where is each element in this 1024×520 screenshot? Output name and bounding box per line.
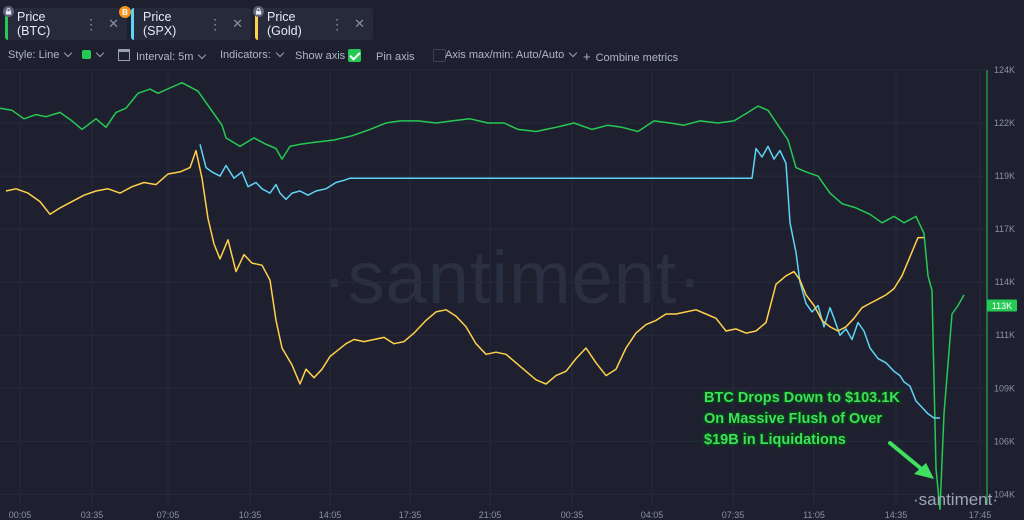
y-tick-label: 111K xyxy=(995,330,1015,340)
annotation-arrow xyxy=(888,441,926,473)
metric-tabs: Price (BTC) ⋮ ✕ B Price (SPX) ⋮ ✕ Price … xyxy=(0,0,1024,42)
more-options-icon[interactable]: ⋮ xyxy=(330,15,345,32)
annotation-text: On Massive Flush of Over xyxy=(704,411,882,427)
style-label: Style: Line xyxy=(8,49,60,61)
x-tick-label: 03:35 xyxy=(81,510,104,520)
annotation-arrowhead xyxy=(914,463,934,479)
tab-color-bar xyxy=(131,8,134,40)
annotation-text-glow: BTC Drops Down to $103.1K xyxy=(704,390,900,406)
series-line-price-spx xyxy=(199,144,940,419)
pin-axis-toggle[interactable]: Pin axis xyxy=(376,49,446,63)
y-tick-label: 117K xyxy=(995,224,1015,234)
current-value-label: 113K xyxy=(992,301,1012,311)
combine-label: Combine metrics xyxy=(595,52,679,64)
axis-maxmin-dropdown[interactable]: Axis max/min: Auto/Auto xyxy=(445,48,578,61)
annotation-text-glow: On Massive Flush of Over xyxy=(704,411,882,427)
show-axis-toggle[interactable]: Show axis xyxy=(295,49,362,62)
y-tick-label: 119K xyxy=(995,171,1015,181)
chart-toolbar: Style: Line Interval: 5m Indicators: Sho… xyxy=(0,46,1024,66)
interval-dropdown[interactable]: Interval: 5m xyxy=(118,49,207,63)
x-tick-label: 11:05 xyxy=(803,510,825,520)
color-picker[interactable] xyxy=(82,48,105,61)
pin-axis-label: Pin axis xyxy=(376,51,415,63)
x-tick-label: 14:35 xyxy=(885,510,908,520)
tab-price-btc[interactable]: Price (BTC) ⋮ ✕ B xyxy=(3,6,131,40)
tab-color-bar xyxy=(255,8,258,40)
santiment-watermark: ·santiment· xyxy=(322,236,703,319)
x-tick-label: 17:35 xyxy=(399,510,422,520)
bitcoin-icon: B xyxy=(119,6,131,18)
annotation-text: BTC Drops Down to $103.1K xyxy=(704,390,900,406)
annotation-text: $19B in Liquidations xyxy=(704,432,846,448)
tab-label: Price (BTC) xyxy=(17,10,51,38)
current-value-badge xyxy=(987,299,1017,312)
more-options-icon[interactable]: ⋮ xyxy=(84,15,99,32)
indicators-label: Indicators: xyxy=(220,49,271,61)
axis-maxmin-label: Axis max/min: Auto/Auto xyxy=(445,49,565,61)
tab-color-bar xyxy=(5,8,8,40)
lock-icon xyxy=(3,6,14,17)
combine-metrics-button[interactable]: + Combine metrics xyxy=(583,49,678,64)
x-tick-label: 14:05 xyxy=(319,510,342,520)
series-line-price-btc xyxy=(0,81,965,510)
style-dropdown[interactable]: Style: Line xyxy=(8,48,73,61)
close-icon[interactable]: ✕ xyxy=(108,16,119,31)
plus-icon: + xyxy=(583,49,591,64)
close-icon[interactable]: ✕ xyxy=(232,16,243,31)
series-line-price-gold xyxy=(5,149,924,385)
close-icon[interactable]: ✕ xyxy=(354,16,365,31)
x-tick-label: 17:45 xyxy=(969,510,992,520)
x-tick-label: 21:05 xyxy=(479,510,502,520)
x-tick-label: 10:35 xyxy=(239,510,262,520)
x-tick-label: 00:05 xyxy=(9,510,32,520)
lock-icon xyxy=(253,6,264,17)
y-tick-label: 109K xyxy=(994,383,1015,393)
x-tick-label: 04:05 xyxy=(641,510,664,520)
more-options-icon[interactable]: ⋮ xyxy=(208,15,223,32)
checkbox-unchecked-icon[interactable] xyxy=(432,49,446,62)
y-tick-label: 122K xyxy=(994,118,1015,128)
y-tick-label: 104K xyxy=(994,489,1015,499)
santiment-watermark-small: ·santiment· xyxy=(913,490,998,509)
tab-label: Price (SPX) xyxy=(143,10,177,38)
y-tick-label: 114K xyxy=(995,277,1015,287)
interval-icon xyxy=(118,49,130,61)
x-tick-label: 07:35 xyxy=(722,510,745,520)
x-tick-label: 00:35 xyxy=(561,510,584,520)
tab-label: Price (Gold) xyxy=(267,10,302,38)
indicators-dropdown[interactable]: Indicators: xyxy=(220,48,284,61)
tab-price-spx[interactable]: Price (SPX) ⋮ ✕ xyxy=(131,8,251,40)
tab-price-gold[interactable]: Price (Gold) ⋮ ✕ xyxy=(253,6,373,40)
y-tick-label: 124K xyxy=(994,65,1015,75)
y-tick-label: 106K xyxy=(994,436,1015,446)
x-tick-label: 07:05 xyxy=(157,510,180,520)
annotation-text-glow: $19B in Liquidations xyxy=(704,432,846,448)
color-swatch xyxy=(82,50,91,59)
show-axis-label: Show axis xyxy=(295,50,346,62)
interval-label: Interval: 5m xyxy=(136,51,194,63)
checkbox-checked-icon[interactable] xyxy=(348,49,362,62)
